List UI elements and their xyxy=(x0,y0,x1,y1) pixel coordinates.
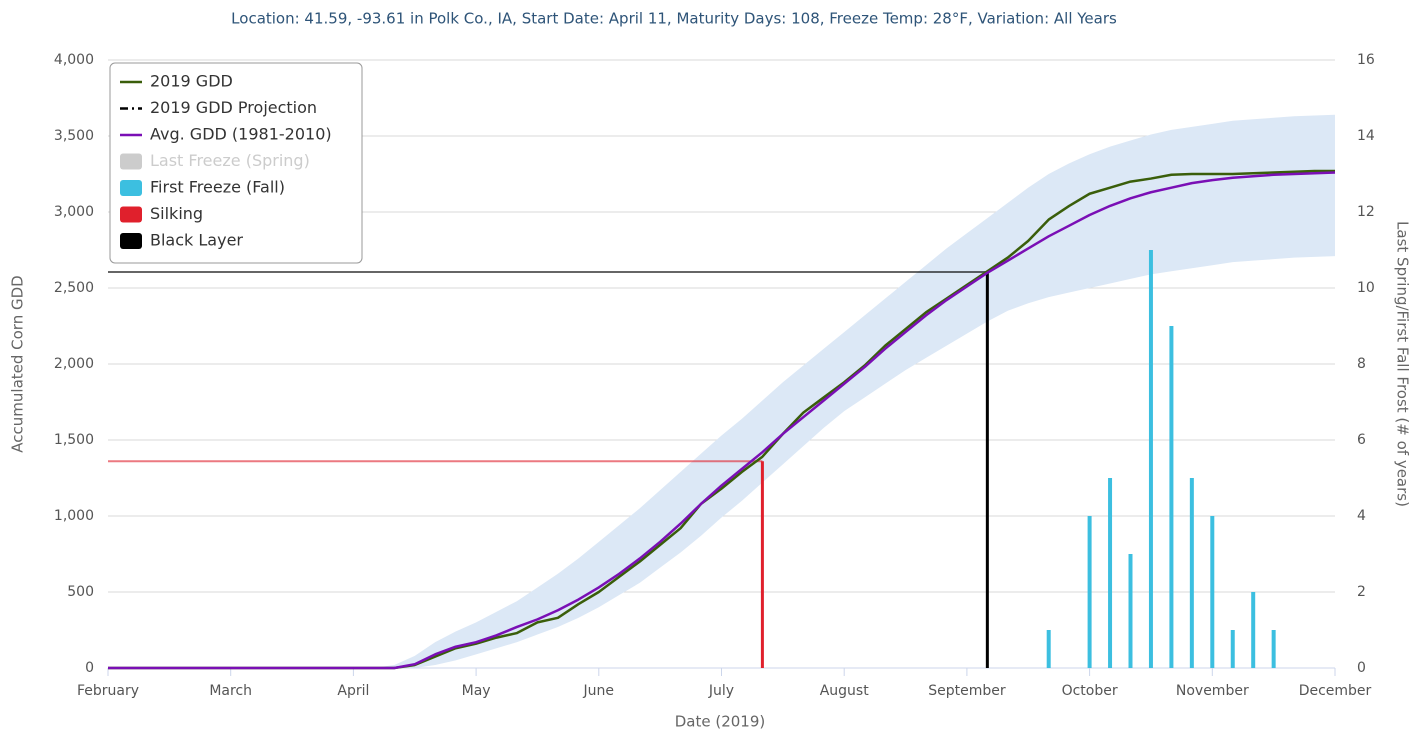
legend-label: Black Layer xyxy=(150,231,243,250)
legend-symbol xyxy=(120,206,142,223)
y-tick-label: 500 xyxy=(67,584,94,600)
y-tick-label: 3,500 xyxy=(54,128,94,144)
y-tick-label: 0 xyxy=(85,660,94,676)
y-axis-title: Accumulated Corn GDD xyxy=(9,275,27,452)
legend-label: Last Freeze (Spring) xyxy=(150,151,310,170)
y2-tick-label: 10 xyxy=(1357,280,1375,296)
x-tick-label: April xyxy=(337,683,369,699)
freeze-bar xyxy=(1189,478,1194,668)
gdd-line xyxy=(108,171,1336,670)
freeze-bar xyxy=(1108,478,1113,668)
y2-tick-label: 12 xyxy=(1357,204,1375,220)
x-axis-title: Date (2019) xyxy=(675,713,766,731)
y-tick-label: 2,000 xyxy=(54,356,94,372)
legend-symbol xyxy=(120,153,142,170)
y2-tick-label: 6 xyxy=(1357,432,1366,448)
y2-tick-label: 14 xyxy=(1357,128,1375,144)
x-tick-label: March xyxy=(209,683,252,699)
y2-tick-label: 4 xyxy=(1357,508,1366,524)
legend-label: Avg. GDD (1981-2010) xyxy=(150,125,332,144)
freeze-bar xyxy=(1271,630,1276,668)
freeze-bar xyxy=(1169,326,1174,668)
x-tick-label: December xyxy=(1299,683,1372,699)
legend-label: Silking xyxy=(150,204,203,223)
x-tick-label: February xyxy=(77,683,139,699)
x-tick-label: July xyxy=(708,683,734,699)
legend-box xyxy=(109,62,363,264)
freeze-bar xyxy=(1148,250,1153,668)
y2-axis-title: Last Spring/First Fall Frost (# of years… xyxy=(1394,221,1412,507)
freeze-bar xyxy=(1230,630,1235,668)
x-tick-label: September xyxy=(928,683,1006,699)
x-tick-label: August xyxy=(820,683,870,699)
chart-title: Location: 41.59, -93.61 in Polk Co., IA,… xyxy=(231,10,1117,28)
x-tick-label: June xyxy=(583,683,615,699)
legend-label: First Freeze (Fall) xyxy=(150,178,285,197)
y2-tick-label: 0 xyxy=(1357,660,1366,676)
freeze-bar xyxy=(1128,554,1133,668)
freeze-bar xyxy=(1087,516,1092,668)
x-tick-label: May xyxy=(462,683,491,699)
legend-symbol xyxy=(120,233,142,249)
legend-label: 2019 GDD Projection xyxy=(150,98,317,117)
freeze-bar xyxy=(1210,516,1215,668)
freeze-bar xyxy=(1046,630,1051,668)
y-tick-label: 1,000 xyxy=(54,508,94,524)
range-band xyxy=(108,114,1335,669)
y-tick-label: 1,500 xyxy=(54,432,94,448)
y2-tick-label: 2 xyxy=(1357,584,1366,600)
x-tick-label: October xyxy=(1062,683,1118,699)
legend-symbol xyxy=(120,180,142,196)
y-tick-label: 3,000 xyxy=(54,204,94,220)
y2-tick-label: 8 xyxy=(1357,356,1366,372)
y-tick-label: 4,000 xyxy=(54,52,94,68)
legend-label: 2019 GDD xyxy=(150,72,233,91)
y-tick-label: 2,500 xyxy=(54,280,94,296)
freeze-bar xyxy=(1251,592,1256,668)
y2-tick-label: 16 xyxy=(1357,52,1375,68)
x-tick-label: November xyxy=(1176,683,1249,699)
